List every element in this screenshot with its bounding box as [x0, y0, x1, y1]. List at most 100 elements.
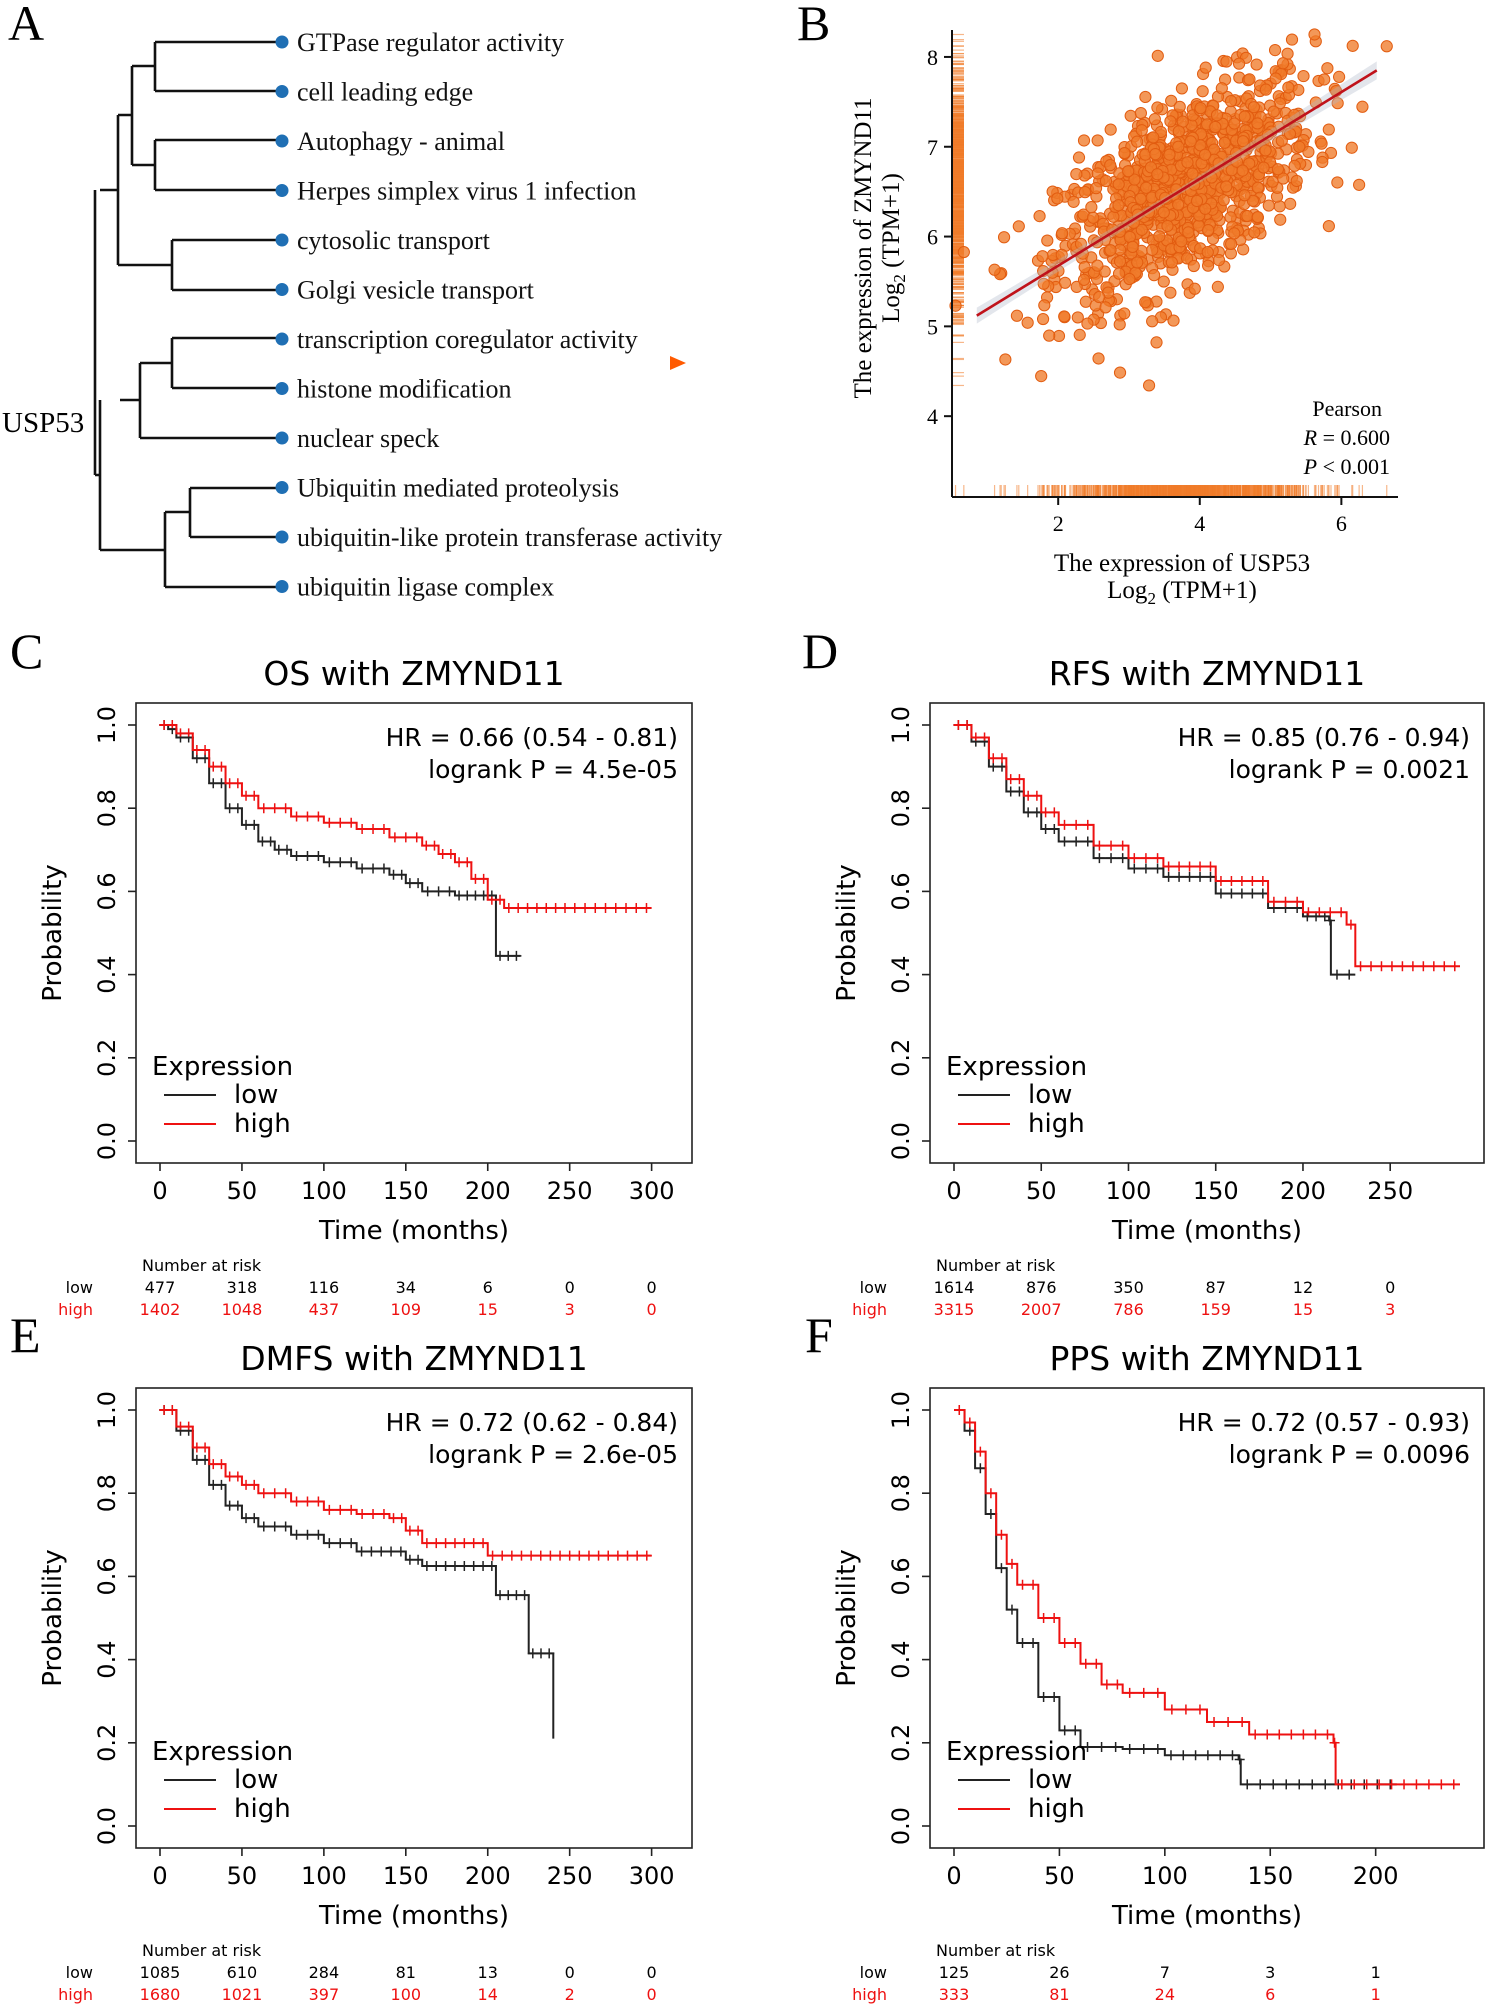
leaf-label: Autophagy - animal: [297, 127, 505, 156]
scatter-point: [1130, 135, 1144, 148]
scatter-point: [1285, 33, 1299, 46]
x-tick-label: 200: [465, 1177, 511, 1205]
x-tick-label: 50: [1026, 1177, 1057, 1205]
scatter-point: [1091, 134, 1104, 147]
risk-cell-low: 284: [309, 1963, 340, 1982]
leaf-label: transcription coregulator activity: [297, 325, 638, 354]
scatter-point: [1236, 164, 1249, 177]
panel-label-e: E: [10, 1307, 41, 1363]
risk-row-low-label: low: [66, 1278, 93, 1297]
scatter-point: [1172, 125, 1185, 138]
y-tick-label: 0.8: [887, 789, 915, 827]
scatter-point: [1232, 57, 1246, 70]
scatter-point: [1157, 275, 1170, 288]
scatter-point: [1201, 259, 1215, 272]
legend-label-low: low: [234, 1080, 278, 1110]
x-tick-label: 250: [547, 1862, 593, 1890]
tree-root-label: USP53: [2, 407, 84, 439]
km-plot-frame: [135, 702, 693, 1164]
x-tick-label: 50: [1044, 1862, 1075, 1890]
y-tick-label: 0.8: [93, 1474, 121, 1512]
km-plot-frame: [929, 702, 1485, 1164]
scatter-point: [1091, 259, 1104, 272]
x-tick-label: 0: [946, 1862, 961, 1890]
scatter-point: [1167, 314, 1180, 327]
risk-cell-low: 876: [1026, 1278, 1057, 1297]
risk-cell-low: 3: [1265, 1963, 1275, 1982]
legend-title: Expression: [946, 1737, 1087, 1767]
x-tick-label: 200: [1353, 1862, 1399, 1890]
x-tick-label: 250: [547, 1177, 593, 1205]
scatter-point: [1077, 134, 1091, 147]
risk-cell-high: 100: [391, 1985, 422, 2004]
scatter-point: [1228, 117, 1241, 130]
scatter-point: [1139, 90, 1152, 104]
y-axis-label: Probability: [832, 1549, 862, 1686]
scatter-point: [1147, 269, 1161, 282]
scatter-point: [1190, 194, 1204, 208]
scatter-point: [1164, 286, 1177, 299]
scatter-point: [1164, 115, 1177, 128]
scatter-point: [1131, 256, 1144, 269]
y-tick-label: 7: [927, 135, 938, 160]
stats-r: R = 0.600: [1303, 425, 1390, 450]
x-tick-label: 100: [301, 1177, 347, 1205]
scatter-point: [1118, 307, 1131, 320]
y-tick-label: 0.0: [887, 1807, 915, 1845]
leaf-dot: [275, 530, 289, 544]
scatter-point: [1126, 240, 1139, 253]
scatter-point: [1251, 210, 1264, 224]
leaf-label: cell leading edge: [297, 78, 473, 107]
stats-method: Pearson: [1312, 396, 1382, 421]
scatter-point: [1139, 296, 1152, 309]
scatter-point: [1070, 280, 1083, 293]
risk-heading: Number at risk: [936, 1941, 1056, 1960]
scatter-point: [1331, 97, 1344, 110]
scatter-point: [1104, 123, 1117, 136]
scatter-point: [1247, 101, 1260, 114]
scatter-point: [1202, 223, 1215, 237]
km-plot-frame: [135, 1387, 693, 1849]
dendrogram-panel: GTPase regulator activity cell leading ed…: [2, 28, 722, 602]
scatter-point: [1269, 72, 1282, 85]
highlight-arrow-head: [670, 356, 686, 370]
x-tick-label: 150: [1247, 1862, 1293, 1890]
x-tick-label: 300: [629, 1177, 675, 1205]
rug-x: [954, 485, 1388, 497]
risk-cell-low: 116: [309, 1278, 340, 1297]
y-tick-label: 0.4: [93, 956, 121, 994]
scatter-point: [1055, 248, 1068, 261]
scatter-point: [1228, 227, 1241, 240]
scatter-point: [1151, 168, 1164, 181]
km-title: DMFS with ZMYND11: [240, 1339, 588, 1378]
scatter-point: [1194, 102, 1207, 115]
panel-label-f: F: [805, 1307, 833, 1363]
scatter-point: [1267, 105, 1280, 118]
risk-cell-high: 15: [478, 1300, 498, 1319]
leaf-dot: [275, 431, 289, 445]
legend-label-high: high: [234, 1109, 291, 1139]
risk-cell-low: 0: [647, 1963, 657, 1982]
y-tick-label: 1.0: [887, 1391, 915, 1429]
y-tick-label: 4: [927, 404, 938, 429]
scatter-point: [1036, 312, 1050, 326]
legend-title: Expression: [946, 1052, 1087, 1082]
scatter-point: [1151, 101, 1164, 114]
x-tick-label: 0: [152, 1862, 167, 1890]
scatter-point: [1104, 159, 1117, 172]
scatter-point: [1199, 61, 1212, 74]
y-tick-label: 1.0: [93, 706, 121, 744]
km-curve-high: [160, 1409, 652, 1557]
scatter-point: [1078, 186, 1092, 199]
risk-cell-low: 87: [1206, 1278, 1226, 1297]
km-hr: HR = 0.85 (0.76 - 0.94): [1178, 723, 1470, 752]
scatter-point: [1187, 259, 1200, 273]
km-panel-rfs: RFS with ZMYND11 HR = 0.85 (0.76 - 0.94) l…: [832, 654, 1485, 1319]
km-logrank: logrank P = 0.0021: [1229, 755, 1470, 784]
scatter-point: [1134, 192, 1147, 205]
y-tick-label: 8: [927, 45, 938, 70]
legend-label-high: high: [1028, 1109, 1085, 1139]
leaf-dot: [275, 35, 289, 49]
leaf-list: GTPase regulator activity cell leading ed…: [275, 28, 722, 602]
scatter-point: [1172, 140, 1185, 153]
